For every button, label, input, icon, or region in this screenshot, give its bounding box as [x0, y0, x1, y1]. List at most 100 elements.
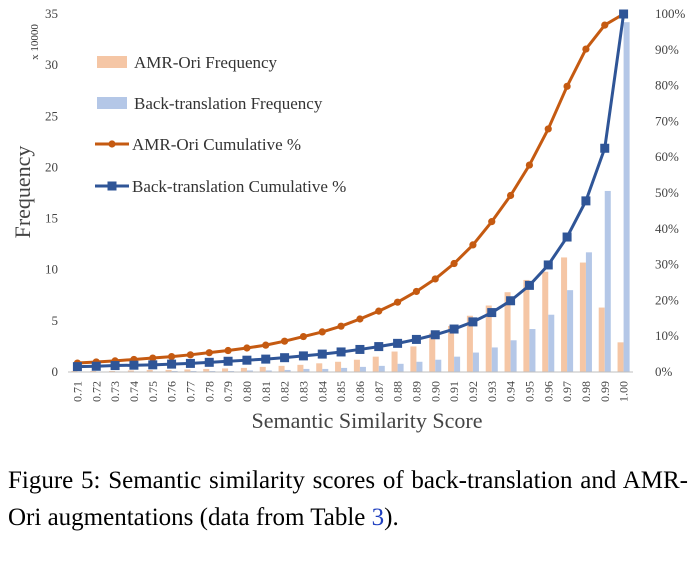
- x-tick-label: 0.98: [579, 381, 593, 402]
- amr-ori-cumulative-point: [544, 125, 552, 133]
- back-translation-cumulative-point: [223, 356, 233, 366]
- amr-ori-frequency-bar: [184, 369, 191, 372]
- x-tick-label: 0.97: [560, 381, 574, 402]
- x-tick-label: 0.96: [541, 381, 555, 402]
- amr-ori-frequency-bar: [353, 359, 360, 372]
- x-tick-label: 1.00: [617, 381, 631, 402]
- amr-ori-cumulative-point: [582, 45, 590, 53]
- amr-ori-frequency-bar: [466, 315, 473, 372]
- amr-ori-cumulative-point: [563, 82, 571, 90]
- y-axis-right: 0% 10% 20% 30% 40% 50% 60% 70% 80% 90% 100%: [655, 6, 686, 379]
- x-tick-label: 0.78: [202, 381, 216, 402]
- back-translation-frequency-bar: [265, 370, 272, 372]
- y2-tick-label: 40%: [655, 221, 679, 236]
- y2-tick-label: 70%: [655, 113, 679, 128]
- x-tick-label: 0.92: [466, 381, 480, 402]
- x-tick-label: 0.94: [504, 381, 518, 402]
- y2-tick-label: 50%: [655, 185, 679, 200]
- x-tick-label: 0.77: [183, 381, 197, 402]
- amr-ori-frequency-bar: [127, 370, 134, 372]
- legend-amr-ori-cumulative-label: AMR-Ori Cumulative %: [132, 135, 301, 154]
- y2-tick-label: 10%: [655, 328, 679, 343]
- back-translation-frequency-bar: [454, 356, 461, 372]
- back-translation-cumulative-point: [185, 358, 195, 368]
- back-translation-frequency-bar: [171, 370, 178, 372]
- x-tick-label: 0.79: [221, 381, 235, 402]
- back-translation-cumulative-point: [506, 296, 516, 306]
- legend-amr-ori-cumulative-marker: [108, 140, 116, 148]
- amr-ori-frequency-bar: [335, 361, 342, 372]
- back-translation-cumulative-point: [468, 317, 478, 327]
- amr-ori-frequency-bar: [203, 368, 210, 372]
- y2-tick-label: 100%: [655, 6, 686, 21]
- amr-ori-cumulative-point: [375, 307, 383, 315]
- back-translation-frequency-bar: [567, 290, 574, 372]
- amr-ori-frequency-bar: [448, 325, 455, 372]
- y2-tick-label: 90%: [655, 42, 679, 57]
- amr-ori-cumulative-point: [337, 322, 345, 330]
- back-translation-cumulative-point: [411, 334, 421, 344]
- amr-ori-frequency-bar: [523, 279, 530, 372]
- back-translation-frequency-bar: [548, 314, 555, 372]
- amr-ori-cumulative-point: [224, 346, 232, 355]
- amr-ori-frequency-bar: [372, 356, 379, 372]
- back-translation-frequency-bar: [359, 366, 366, 372]
- amr-ori-frequency-bar: [240, 367, 247, 372]
- back-translation-frequency-bar: [472, 352, 479, 372]
- amr-ori-frequency-bar: [579, 262, 586, 372]
- y2-tick-label: 0%: [655, 364, 673, 379]
- y2-tick-label: 30%: [655, 257, 679, 272]
- legend: AMR-Ori Frequency Back-translation Freque…: [95, 53, 346, 196]
- x-tick-label: 0.99: [598, 381, 612, 402]
- amr-ori-cumulative-point: [412, 287, 421, 296]
- amr-ori-cumulative-point: [356, 315, 364, 323]
- back-translation-cumulative-point: [91, 361, 101, 371]
- back-translation-cumulative-point: [581, 196, 591, 206]
- back-translation-frequency-bar: [322, 368, 329, 372]
- amr-ori-frequency-bar: [410, 346, 417, 372]
- back-translation-frequency-bar: [491, 347, 498, 372]
- back-translation-cumulative-point: [72, 362, 82, 372]
- back-translation-cumulative-point: [524, 280, 534, 290]
- y-axis-multiplier: x 10000: [29, 24, 41, 60]
- amr-ori-frequency-bar: [146, 369, 153, 372]
- y-tick-label: 30: [45, 57, 58, 72]
- x-tick-label: 0.76: [165, 381, 179, 402]
- x-tick-label: 0.93: [485, 381, 499, 402]
- amr-ori-frequency-bar: [90, 370, 97, 372]
- legend-back-translation-frequency-label: Back-translation Frequency: [134, 94, 323, 113]
- back-translation-frequency-bar: [397, 363, 404, 372]
- back-translation-frequency-bar: [190, 370, 197, 372]
- back-translation-cumulative-point: [317, 349, 327, 359]
- x-tick-label: 0.84: [315, 381, 329, 402]
- amr-ori-frequency-bar: [561, 257, 568, 372]
- back-translation-cumulative-point: [261, 354, 271, 364]
- table-reference-link[interactable]: 3: [371, 504, 385, 531]
- caption-text: Figure 5: Semantic similarity scores of …: [8, 467, 688, 531]
- x-tick-label: 0.87: [372, 381, 386, 402]
- amr-ori-frequency-bar: [504, 292, 511, 372]
- back-translation-frequency-bar: [585, 252, 592, 372]
- back-translation-frequency-bar: [510, 340, 517, 372]
- amr-ori-cumulative-point: [262, 341, 270, 349]
- amr-ori-cumulative-point: [488, 218, 496, 226]
- amr-ori-cumulative-point: [205, 349, 213, 357]
- amr-ori-frequency-bar: [429, 333, 436, 372]
- x-axis-label: Semantic Similarity Score: [252, 408, 483, 433]
- back-translation-frequency-bar: [435, 359, 442, 372]
- y-tick-label: 15: [45, 211, 58, 226]
- amr-ori-frequency-bar: [391, 351, 398, 372]
- amr-ori-cumulative-point: [318, 328, 326, 336]
- plot-area: [71, 9, 630, 372]
- caption-suffix: ).: [384, 504, 399, 531]
- back-translation-cumulative-point: [543, 260, 553, 270]
- x-tick-label: 0.89: [409, 381, 423, 402]
- x-tick-label: 0.91: [447, 381, 461, 402]
- back-translation-frequency-bar: [246, 370, 253, 372]
- amr-ori-cumulative-point: [469, 241, 477, 249]
- amr-ori-frequency-bar: [259, 366, 266, 372]
- amr-ori-cumulative-point: [431, 275, 439, 283]
- amr-ori-frequency-bar: [165, 369, 172, 372]
- legend-amr-ori-frequency-swatch: [97, 56, 127, 68]
- x-tick-label: 0.95: [522, 381, 536, 402]
